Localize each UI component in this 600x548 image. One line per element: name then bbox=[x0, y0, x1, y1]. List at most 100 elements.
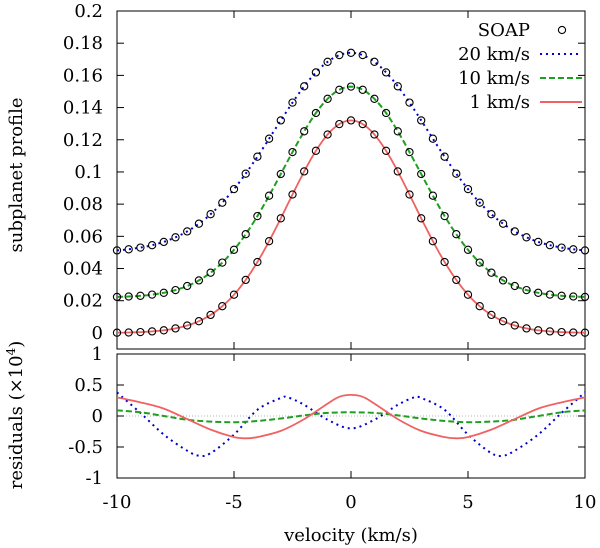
residuals-y-axis-title-exponent: 4 bbox=[4, 347, 18, 355]
soap-marker bbox=[335, 119, 344, 129]
soap-marker bbox=[159, 326, 168, 335]
soap-marker bbox=[358, 119, 367, 129]
soap-marker bbox=[522, 324, 531, 333]
soap-marker bbox=[276, 214, 285, 223]
soap-marker bbox=[159, 288, 168, 297]
y-tick-label: 0.04 bbox=[63, 259, 103, 280]
soap-marker bbox=[475, 302, 484, 311]
profile-line-1-km-s bbox=[116, 119, 586, 334]
soap-marker bbox=[463, 290, 473, 299]
soap-marker bbox=[335, 85, 344, 94]
soap-marker bbox=[288, 98, 297, 107]
soap-marker bbox=[463, 245, 473, 254]
soap-marker bbox=[498, 219, 508, 228]
y-tick-label: -0.5 bbox=[68, 437, 103, 458]
soap-marker bbox=[417, 116, 426, 125]
soap-marker bbox=[428, 191, 438, 200]
soap-marker bbox=[206, 268, 215, 277]
soap-marker bbox=[194, 219, 204, 228]
soap-marker bbox=[346, 82, 356, 91]
soap-marker bbox=[370, 57, 379, 66]
soap-marker bbox=[147, 290, 157, 299]
soap-marker bbox=[276, 169, 285, 179]
soap-marker bbox=[580, 292, 590, 302]
soap-marker bbox=[534, 288, 543, 297]
soap-marker bbox=[124, 328, 133, 337]
legend-label: SOAP bbox=[478, 20, 530, 41]
soap-marker bbox=[534, 326, 543, 335]
soap-marker bbox=[569, 245, 578, 254]
soap-marker bbox=[124, 292, 133, 301]
soap-marker bbox=[510, 281, 519, 291]
soap-marker bbox=[381, 146, 391, 155]
soap-marker bbox=[264, 134, 274, 143]
soap-marker bbox=[112, 246, 122, 255]
soap-marker bbox=[136, 327, 145, 337]
legend-soap-marker bbox=[557, 25, 567, 35]
y-tick-label: -1 bbox=[85, 468, 103, 489]
soap-marker bbox=[311, 68, 321, 77]
soap-marker bbox=[206, 210, 215, 219]
soap-marker bbox=[358, 85, 367, 94]
soap-marker bbox=[545, 241, 555, 250]
y-tick-label: 0.16 bbox=[63, 65, 103, 86]
soap-marker bbox=[580, 328, 590, 337]
y-tick-label: 0.2 bbox=[74, 1, 103, 22]
soap-marker bbox=[147, 327, 157, 336]
soap-marker bbox=[241, 230, 250, 239]
x-tick-label: 0 bbox=[345, 492, 356, 513]
soap-marker bbox=[405, 147, 414, 157]
soap-marker bbox=[194, 276, 204, 285]
soap-marker bbox=[136, 291, 145, 300]
soap-marker bbox=[323, 130, 332, 139]
soap-marker bbox=[218, 302, 227, 311]
soap-marker bbox=[311, 146, 321, 155]
soap-marker bbox=[557, 291, 566, 300]
soap-marker bbox=[136, 243, 145, 252]
soap-marker bbox=[253, 211, 262, 221]
soap-marker bbox=[405, 190, 414, 199]
soap-marker bbox=[358, 50, 367, 60]
residual-line-1-km-s bbox=[116, 393, 586, 440]
residual-line-10-km-s bbox=[116, 409, 586, 424]
soap-marker bbox=[487, 210, 496, 219]
soap-marker bbox=[229, 245, 239, 254]
soap-marker bbox=[381, 108, 391, 118]
soap-marker bbox=[440, 257, 449, 267]
x-tick-label: -10 bbox=[103, 492, 132, 513]
soap-marker bbox=[147, 241, 157, 250]
soap-marker bbox=[264, 191, 274, 200]
soap-marker bbox=[381, 68, 391, 77]
y-tick-label: 0.08 bbox=[63, 194, 103, 215]
soap-marker bbox=[487, 268, 496, 277]
soap-marker bbox=[498, 317, 508, 326]
legend-label: 1 km/s bbox=[470, 92, 530, 113]
soap-marker bbox=[112, 328, 122, 337]
soap-marker bbox=[171, 233, 180, 242]
soap-marker bbox=[183, 321, 192, 330]
soap-marker bbox=[522, 233, 531, 242]
soap-marker bbox=[323, 94, 332, 103]
soap-marker bbox=[440, 211, 449, 221]
soap-marker bbox=[288, 190, 297, 199]
y-tick-label: 0 bbox=[92, 323, 103, 344]
soap-marker bbox=[475, 258, 484, 267]
soap-marker bbox=[183, 281, 192, 291]
residuals-y-axis-title-main: residuals (×10 bbox=[6, 355, 27, 489]
soap-marker bbox=[253, 152, 262, 161]
soap-marker bbox=[264, 237, 274, 246]
soap-marker bbox=[370, 130, 379, 139]
x-axis-title: velocity (km/s) bbox=[283, 525, 418, 546]
soap-marker bbox=[452, 275, 461, 285]
soap-marker bbox=[557, 327, 566, 337]
soap-marker bbox=[417, 214, 426, 223]
x-tick-label: -5 bbox=[225, 492, 243, 513]
soap-marker bbox=[300, 167, 309, 176]
soap-marker bbox=[440, 152, 449, 161]
residuals-panel: 1 0.5 0 -0.5 -1-10 -5 0 5 10 bbox=[68, 344, 596, 513]
residuals-y-axis-title: residuals (×104) bbox=[4, 341, 27, 490]
residual-line-20-km-s bbox=[116, 391, 586, 458]
soap-marker bbox=[241, 169, 250, 178]
soap-marker bbox=[335, 50, 344, 60]
y-tick-label: 0.18 bbox=[63, 33, 103, 54]
